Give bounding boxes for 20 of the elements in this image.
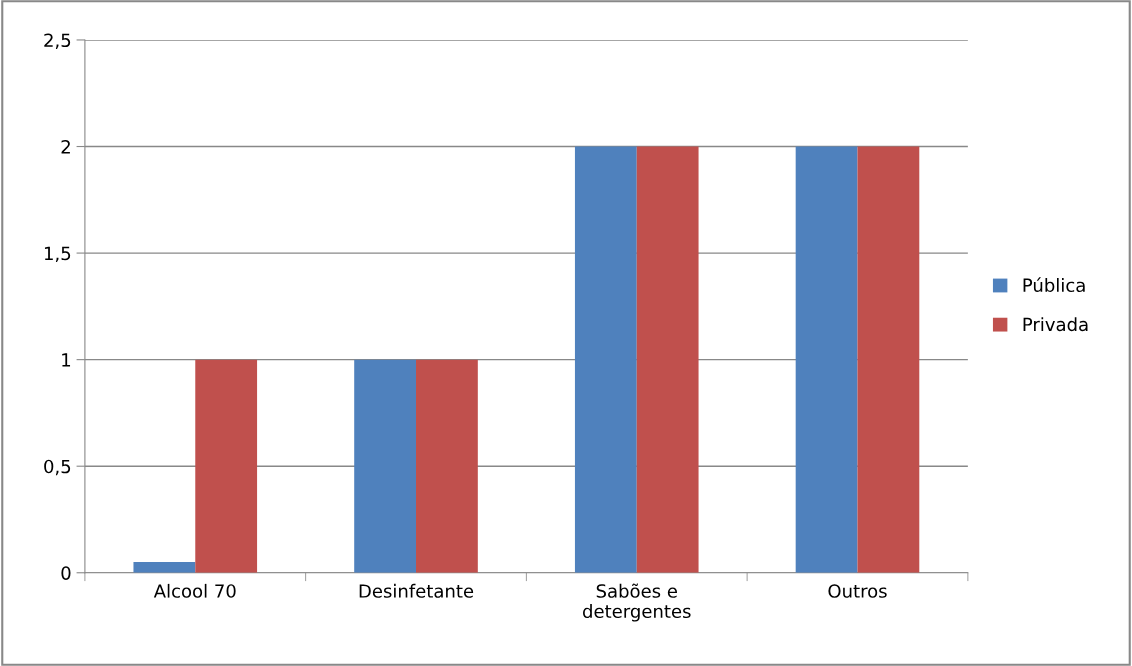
y-tick-label: 2 bbox=[61, 139, 70, 154]
y-tick-label: 1 bbox=[62, 353, 71, 367]
x-tick-label: Sabões e detergentes bbox=[583, 583, 691, 622]
y-tick-label: 0,5 bbox=[44, 459, 71, 476]
bar bbox=[354, 359, 417, 573]
bar bbox=[574, 146, 637, 573]
bar bbox=[133, 562, 196, 573]
bar bbox=[857, 146, 920, 573]
x-tick-label: Outros bbox=[828, 584, 887, 598]
legend-label: Privada bbox=[1023, 317, 1088, 332]
x-tick-label: Alcool 70 bbox=[153, 583, 236, 598]
legend-label: Pública bbox=[1023, 277, 1085, 293]
y-tick-label: 1,5 bbox=[44, 246, 71, 263]
y-tick-label: 2,5 bbox=[44, 33, 71, 49]
y-tick-label: 0 bbox=[61, 566, 71, 580]
bar bbox=[795, 146, 858, 573]
bar bbox=[416, 359, 478, 573]
x-tick-label: Desinfetante bbox=[359, 583, 474, 598]
bar bbox=[195, 359, 258, 573]
bar bbox=[636, 146, 699, 573]
